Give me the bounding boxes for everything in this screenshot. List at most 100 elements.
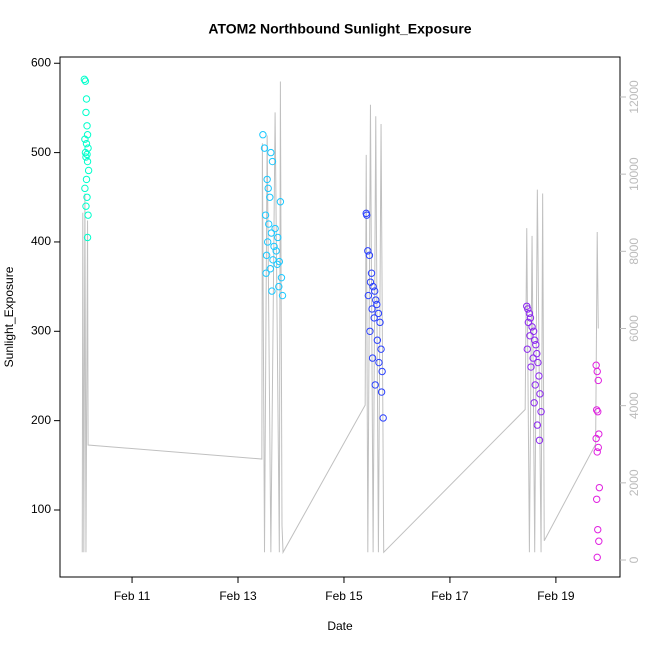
point (83, 193, 91, 201)
point (82, 95, 91, 103)
point (595, 537, 603, 545)
point (526, 314, 535, 322)
y2-tick-label: 0 (627, 556, 641, 563)
point (370, 314, 378, 322)
point (364, 247, 372, 255)
point (529, 354, 537, 362)
point (523, 345, 531, 353)
point (375, 358, 383, 367)
point (369, 282, 377, 291)
point (275, 282, 283, 291)
point (266, 193, 274, 201)
point (374, 309, 383, 318)
point (524, 318, 533, 327)
point (594, 525, 602, 534)
point (526, 332, 534, 340)
point (379, 414, 387, 422)
point (594, 408, 602, 416)
point (80, 75, 89, 84)
point (262, 269, 270, 277)
point (527, 363, 535, 371)
point (378, 367, 386, 376)
point (371, 287, 379, 295)
point (270, 242, 278, 251)
y2-tick-label: 8000 (627, 238, 641, 265)
point (535, 436, 544, 444)
point (83, 122, 91, 130)
point (81, 77, 90, 85)
point (365, 251, 374, 260)
point (373, 336, 382, 344)
point (532, 340, 540, 349)
point (377, 388, 386, 396)
point (524, 305, 532, 313)
y2-tick-label: 4000 (627, 392, 641, 419)
point (263, 238, 272, 246)
plot-frame (59, 56, 621, 578)
point (367, 269, 376, 277)
point (264, 184, 272, 193)
point (83, 233, 92, 242)
y-axis-label: Sunlight_Exposure (2, 266, 16, 367)
point (278, 291, 287, 300)
y-tick-label: 100 (31, 502, 51, 516)
y2-tick-label: 6000 (627, 315, 641, 342)
point (373, 300, 381, 309)
point (81, 135, 89, 143)
point (268, 287, 276, 295)
point (592, 495, 601, 503)
point (261, 211, 270, 219)
point (82, 153, 90, 161)
point (82, 108, 90, 117)
point (529, 327, 538, 335)
y2-tick-label: 10000 (627, 157, 641, 191)
point (82, 139, 91, 148)
point (266, 265, 275, 273)
chart-title: ATOM2 Northbound Sunlight_Exposure (208, 21, 471, 37)
point (263, 175, 271, 184)
y-tick-label: 200 (31, 413, 51, 427)
point (371, 381, 379, 389)
point (531, 381, 539, 389)
y2-tick-label: 12000 (627, 80, 641, 114)
point (265, 220, 273, 228)
point (533, 349, 541, 358)
y-tick-label: 500 (31, 145, 51, 159)
point (368, 305, 376, 313)
x-tick-label: Feb 13 (219, 589, 257, 603)
y-tick-label: 300 (31, 323, 51, 337)
point (368, 354, 377, 362)
point (366, 327, 374, 335)
x-tick-label: Feb 17 (431, 589, 469, 603)
point (372, 296, 380, 304)
point (533, 421, 542, 429)
exposure-line (81, 81, 599, 555)
point (376, 318, 384, 327)
point (593, 448, 601, 456)
point (267, 148, 275, 157)
point (364, 291, 373, 300)
point (274, 233, 282, 242)
point (537, 408, 545, 416)
point (84, 211, 92, 219)
point (592, 406, 601, 414)
point (525, 309, 534, 318)
point (268, 157, 277, 166)
point (530, 399, 538, 407)
point (593, 553, 601, 562)
point (276, 198, 285, 206)
point (259, 131, 267, 139)
point (595, 483, 604, 492)
point (536, 390, 544, 398)
y-tick-label: 400 (31, 234, 51, 248)
point (594, 376, 602, 385)
point (271, 224, 279, 233)
point (260, 144, 269, 152)
point (273, 260, 281, 268)
point (592, 434, 600, 443)
point (534, 358, 542, 367)
point (272, 247, 280, 255)
x-tick-label: Feb 11 (114, 589, 151, 603)
point (277, 273, 286, 282)
